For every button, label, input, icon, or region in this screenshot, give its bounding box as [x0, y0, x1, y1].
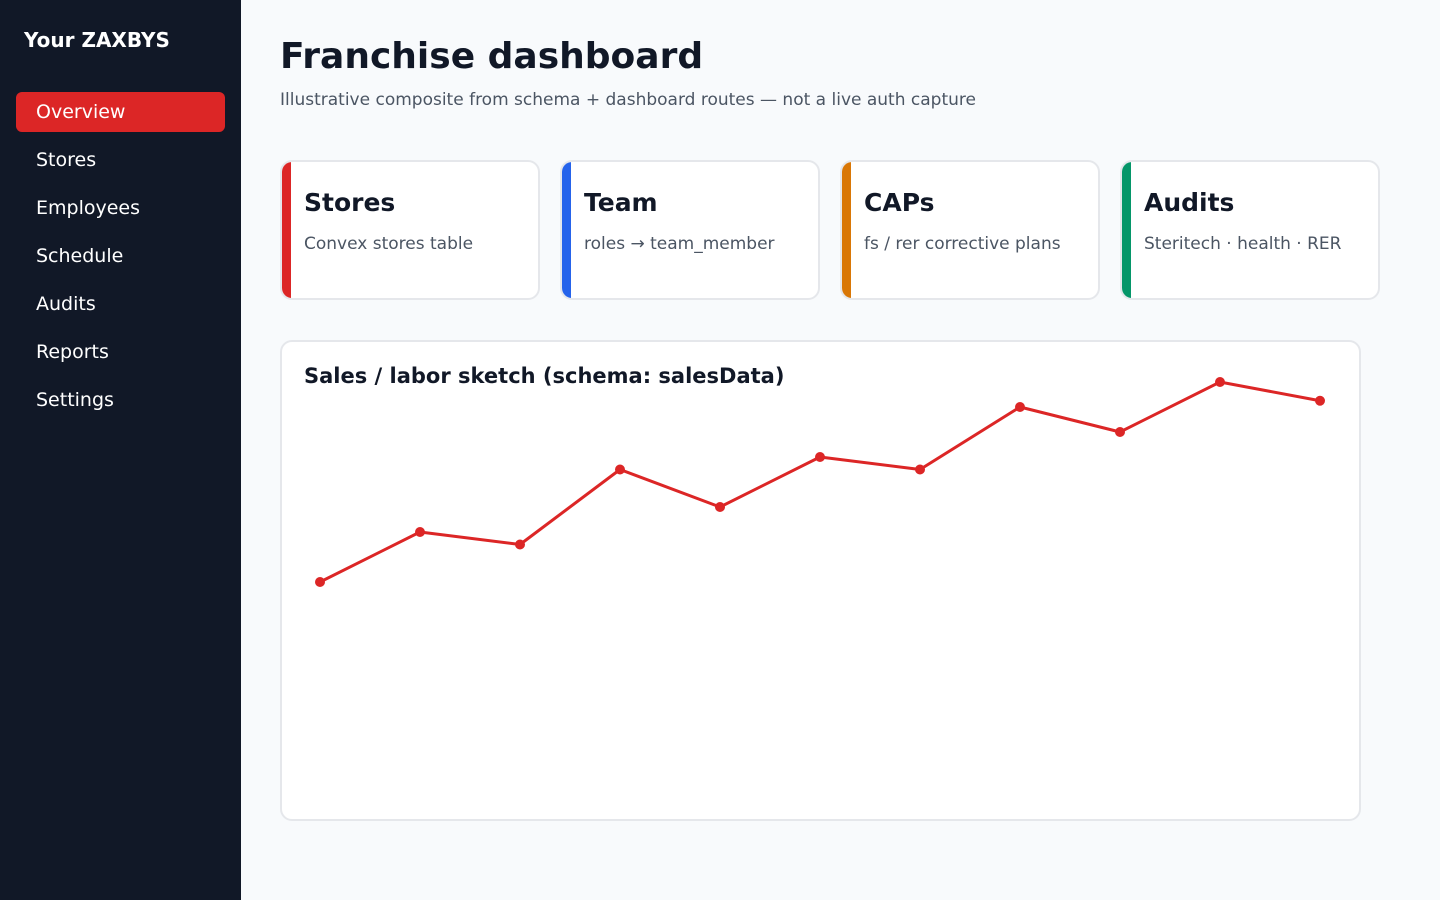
card-title: Audits — [1144, 188, 1235, 217]
card-title: Stores — [304, 188, 396, 217]
sidebar-item-stores[interactable]: Stores — [36, 149, 97, 171]
data-point — [715, 502, 725, 512]
sidebar-item-employees[interactable]: Employees — [36, 197, 140, 219]
page-title: Franchise dashboard — [280, 36, 704, 77]
data-point — [1315, 395, 1325, 406]
chart-title: Sales / labor sketch (schema: salesData) — [304, 364, 785, 388]
card-description: Convex stores table — [304, 234, 474, 254]
brand-title: Your ZAXBYS — [24, 28, 170, 52]
card-description: Steritech · health · RER — [1144, 234, 1342, 254]
data-point — [315, 577, 325, 587]
card-accent-bar — [282, 162, 291, 298]
sidebar-item-overview[interactable]: Overview — [16, 92, 225, 132]
data-point — [515, 539, 525, 550]
series-line — [319, 380, 1321, 584]
data-point — [1015, 402, 1025, 412]
sidebar-item-audits[interactable]: Audits — [36, 293, 96, 315]
card-title: CAPs — [864, 188, 935, 217]
card-accent-bar — [1122, 162, 1131, 298]
sidebar-item-settings[interactable]: Settings — [36, 389, 114, 411]
card-accent-bar — [562, 162, 571, 298]
sidebar: Your ZAXBYS Overview Stores Employees Sc… — [0, 0, 241, 900]
sidebar-item-reports[interactable]: Reports — [36, 341, 109, 363]
sidebar-item-schedule[interactable]: Schedule — [36, 245, 124, 267]
data-point — [415, 527, 425, 537]
data-point — [915, 464, 925, 475]
caps-card[interactable]: CAPs fs / rer corrective plans — [840, 160, 1100, 300]
card-description: fs / rer corrective plans — [864, 234, 1061, 254]
team-card[interactable]: Team roles → team_member — [560, 160, 820, 300]
data-point — [1115, 427, 1125, 437]
sales-chart-card: Sales / labor sketch (schema: salesData) — [280, 340, 1361, 821]
data-point — [815, 452, 825, 462]
page-subtitle: Illustrative composite from schema + das… — [280, 90, 976, 110]
audits-card[interactable]: Audits Steritech · health · RER — [1120, 160, 1380, 300]
stores-card[interactable]: Stores Convex stores table — [280, 160, 540, 300]
sales-line-chart — [315, 377, 1325, 587]
card-description: roles → team_member — [584, 234, 775, 254]
data-point — [1215, 377, 1225, 387]
card-title: Team — [584, 188, 658, 217]
data-point — [615, 464, 625, 475]
card-accent-bar — [842, 162, 851, 298]
